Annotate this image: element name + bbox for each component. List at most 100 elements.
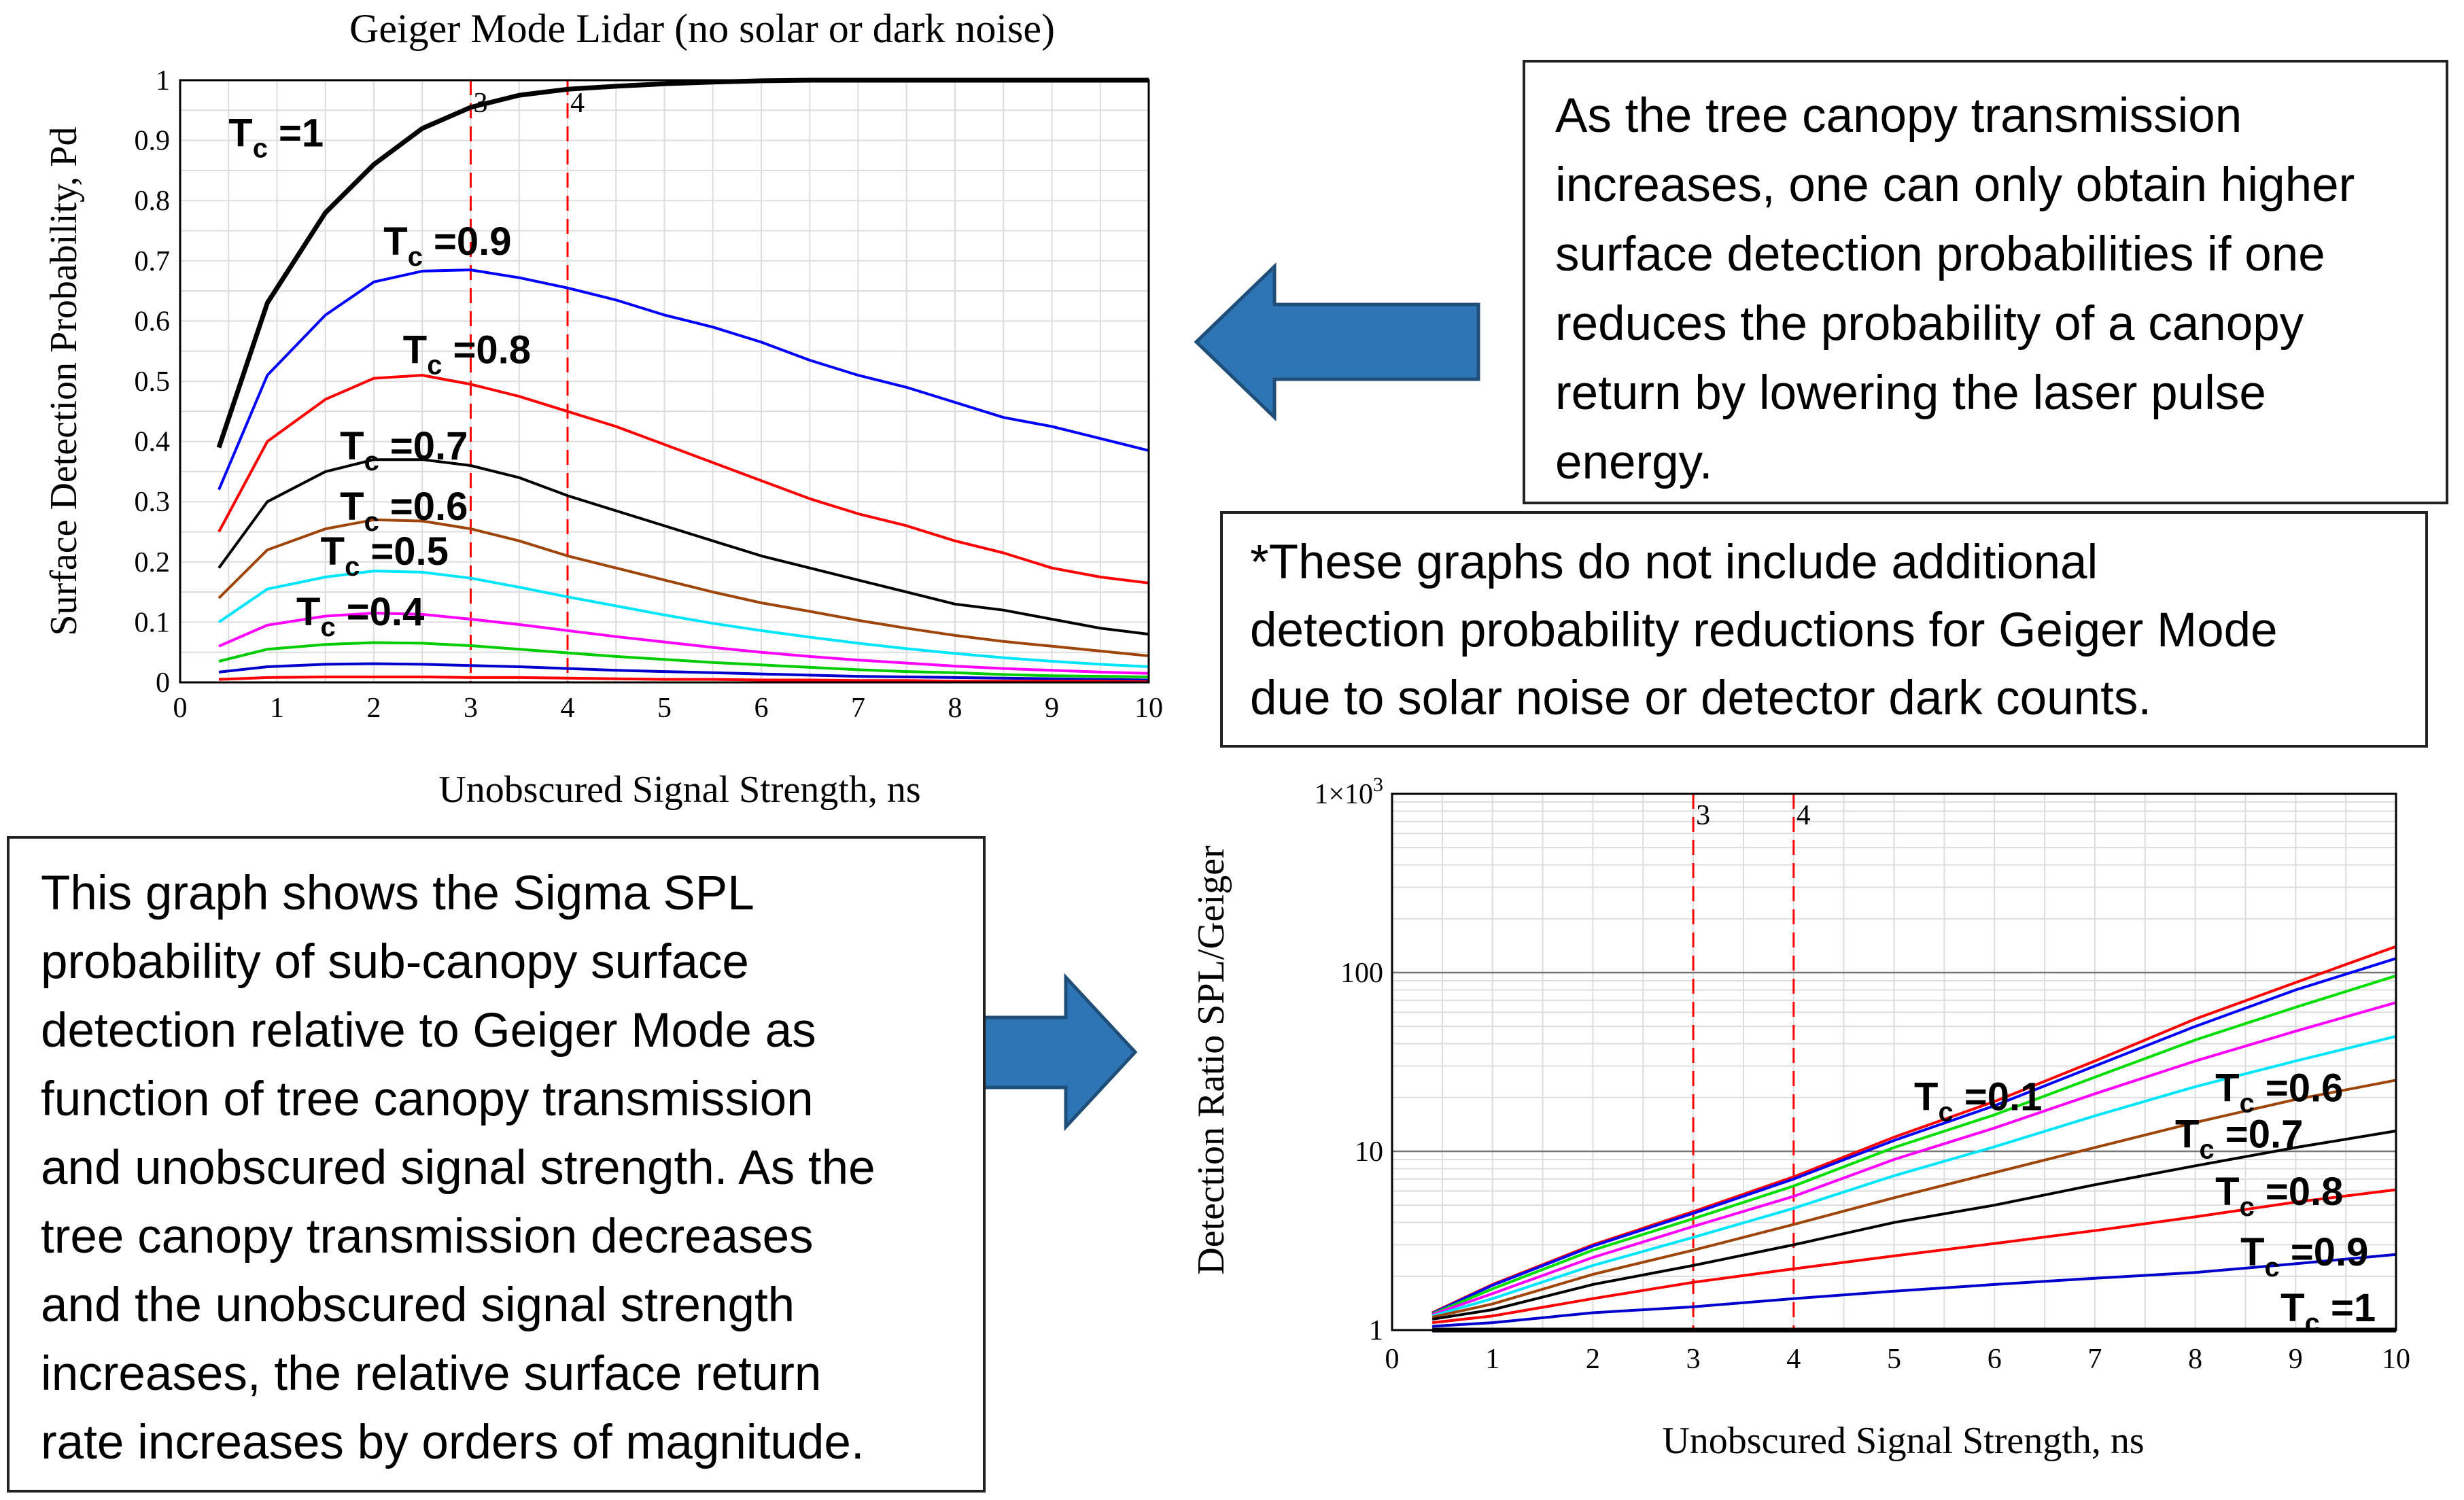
- series-line-tc-0-8: [1431, 1188, 2397, 1325]
- chart-ratio-x-ticks: 0 1 2 3 4 5 6 7 8 9 10: [1385, 1344, 2411, 1375]
- y-tick-label: 0.2: [135, 547, 171, 578]
- series-line-tc-0-2: [218, 662, 1149, 682]
- note-line: and unobscured signal strength. As the: [41, 1141, 875, 1195]
- x-tick-label: 4: [561, 693, 575, 724]
- chart-ratio-y-axis-label: Detection Ratio SPL/Geiger: [1190, 845, 1232, 1275]
- curve-label-tc-0-9: Tc =0.9: [383, 220, 511, 272]
- chart-geiger-y-axis-label: Surface Detection Probability, Pd: [43, 126, 85, 635]
- reference-line-label: 4: [1797, 800, 1811, 831]
- curve-label-tc-0-7: Tc =0.7: [2175, 1112, 2303, 1164]
- x-tick-label: 0: [173, 693, 188, 724]
- series-line-tc-0-3: [1431, 974, 2397, 1316]
- chart-geiger-grid: [179, 80, 1149, 683]
- y-tick-label: 0.3: [135, 487, 171, 518]
- series-line-tc-0-8: [218, 374, 1149, 585]
- curve-label-tc-1: Tc =1: [228, 111, 324, 163]
- series-line-tc-0-3: [218, 641, 1149, 678]
- x-tick-label: 10: [1134, 693, 1163, 724]
- chart-geiger-plot-frame: [179, 79, 1150, 684]
- chart-geiger: Geiger Mode Lidar (no solar or dark nois…: [43, 6, 1163, 811]
- x-tick-label: 3: [1686, 1344, 1701, 1375]
- chart-ratio-y-ticks: 1 10 100 1×103: [1314, 773, 1383, 1346]
- series-line-tc-0-6: [1431, 1079, 2397, 1319]
- x-tick-label: 8: [948, 693, 962, 724]
- x-tick-label: 5: [1887, 1344, 1901, 1375]
- note-line: reduces the probability of a canopy: [1555, 297, 2304, 351]
- x-tick-label: 6: [1988, 1344, 2002, 1375]
- x-tick-label: 2: [367, 693, 381, 724]
- curve-label-tc-0-6: Tc =0.6: [2215, 1066, 2343, 1119]
- note-line: due to solar noise or detector dark coun…: [1250, 671, 2152, 725]
- curve-label-tc-0-8: Tc =0.8: [403, 328, 531, 380]
- note-line: increases, one can only obtain higher: [1555, 158, 2355, 212]
- note-line: energy.: [1555, 436, 1713, 489]
- chart-geiger-title: Geiger Mode Lidar (no solar or dark nois…: [349, 6, 1055, 51]
- x-tick-label: 7: [851, 693, 865, 724]
- note-line: detection relative to Geiger Mode as: [41, 1004, 816, 1058]
- y-tick-label: 0.5: [135, 366, 171, 398]
- note-canopy-transmission: As the tree canopy transmission increase…: [1523, 60, 2448, 504]
- x-tick-label: 5: [657, 693, 672, 724]
- curve-label-tc-0-4: Tc =0.4: [296, 590, 424, 642]
- note-graph-description: This graph shows the Sigma SPL probabili…: [7, 836, 986, 1493]
- series-line-tc-0-9: [218, 268, 1149, 491]
- x-tick-label: 9: [2289, 1344, 2303, 1375]
- x-tick-label: 10: [2382, 1344, 2410, 1375]
- y-tick-label: 0.1: [135, 607, 171, 638]
- series-line-tc-0-7: [1431, 1130, 2397, 1321]
- curve-label-tc-0-6: Tc =0.6: [340, 485, 468, 537]
- curve-label-tc-1: Tc =1: [2280, 1286, 2376, 1338]
- curve-label-tc-0-9: Tc =0.9: [2240, 1230, 2368, 1283]
- note-line: function of tree canopy transmission: [41, 1072, 814, 1126]
- curve-label-tc-0-8: Tc =0.8: [2215, 1170, 2343, 1222]
- series-line-tc-0-7: [218, 458, 1149, 636]
- reference-line-label: 4: [570, 88, 585, 119]
- chart-geiger-x-axis-label: Unobscured Signal Strength, ns: [438, 769, 920, 811]
- series-line-tc-0-5: [218, 570, 1149, 668]
- note-line: This graph shows the Sigma SPL: [41, 867, 754, 920]
- x-tick-label: 1: [1485, 1344, 1499, 1375]
- y-tick-label: 1: [1369, 1315, 1383, 1346]
- y-tick-label: 0.7: [135, 246, 171, 277]
- chart-geiger-y-ticks: 0 0.1 0.2 0.3 0.4 0.5 0.6 0.7 0.8 0.9 1: [135, 65, 171, 699]
- series-line-tc-0-4: [218, 612, 1149, 675]
- note-line: tree canopy transmission decreases: [41, 1210, 814, 1263]
- y-tick-label: 0.8: [135, 186, 171, 217]
- note-graph-disclaimer: *These graphs do not include additional …: [1220, 511, 2428, 748]
- series-line-tc-0-2: [1431, 957, 2397, 1315]
- x-tick-label: 4: [1786, 1344, 1801, 1375]
- note-line: rate increases by orders of magnitude.: [41, 1416, 865, 1469]
- right-arrow-icon: [980, 973, 1138, 1132]
- y-tick-label: 1×103: [1314, 773, 1383, 810]
- note-line: probability of sub-canopy surface: [41, 935, 749, 989]
- chart-ratio-plot-frame: [1391, 792, 2397, 1331]
- note-line: As the tree canopy transmission: [1555, 89, 2242, 143]
- x-tick-label: 1: [270, 693, 284, 724]
- note-line: surface detection probabilities if one: [1555, 228, 2325, 281]
- note-line: return by lowering the laser pulse: [1555, 366, 2266, 420]
- y-tick-label: 0.9: [135, 126, 171, 157]
- chart-geiger-x-ticks: 0 1 2 3 4 5 6 7 8 9 10: [173, 693, 1164, 724]
- series-line-tc-1: [216, 77, 1149, 449]
- y-tick-label: 0.4: [135, 427, 171, 458]
- x-tick-label: 3: [464, 693, 478, 724]
- series-line-tc-0-6: [218, 518, 1149, 657]
- y-tick-label: 100: [1340, 958, 1383, 989]
- y-tick-label: 0.6: [135, 306, 171, 337]
- note-line: and the unobscured signal strength: [41, 1278, 795, 1332]
- note-line: *These graphs do not include additional: [1250, 536, 2098, 589]
- chart-ratio-curve-labels: Tc =0.1 Tc =0.6Tc =0.7 Tc =0.8 Tc =0.9Tc =1: [1914, 1066, 2376, 1338]
- curve-label-tc-0-5: Tc =0.5: [321, 529, 449, 582]
- series-line-tc-0-5: [1431, 1034, 2397, 1318]
- curve-label-tc-0-1: Tc =0.1: [1914, 1075, 2042, 1127]
- x-tick-label: 0: [1385, 1344, 1400, 1375]
- chart-ratio-x-axis-label: Unobscured Signal Strength, ns: [1662, 1420, 2144, 1462]
- x-tick-label: 8: [2188, 1344, 2202, 1375]
- chart-geiger-curve-labels: Tc =1 Tc =0.9 Tc =0.8 Tc =0.7 Tc =0.6Tc =0.5…: [228, 111, 531, 642]
- left-arrow-icon: [1194, 262, 1480, 421]
- y-tick-label: 1: [156, 65, 170, 97]
- x-tick-label: 2: [1586, 1344, 1600, 1375]
